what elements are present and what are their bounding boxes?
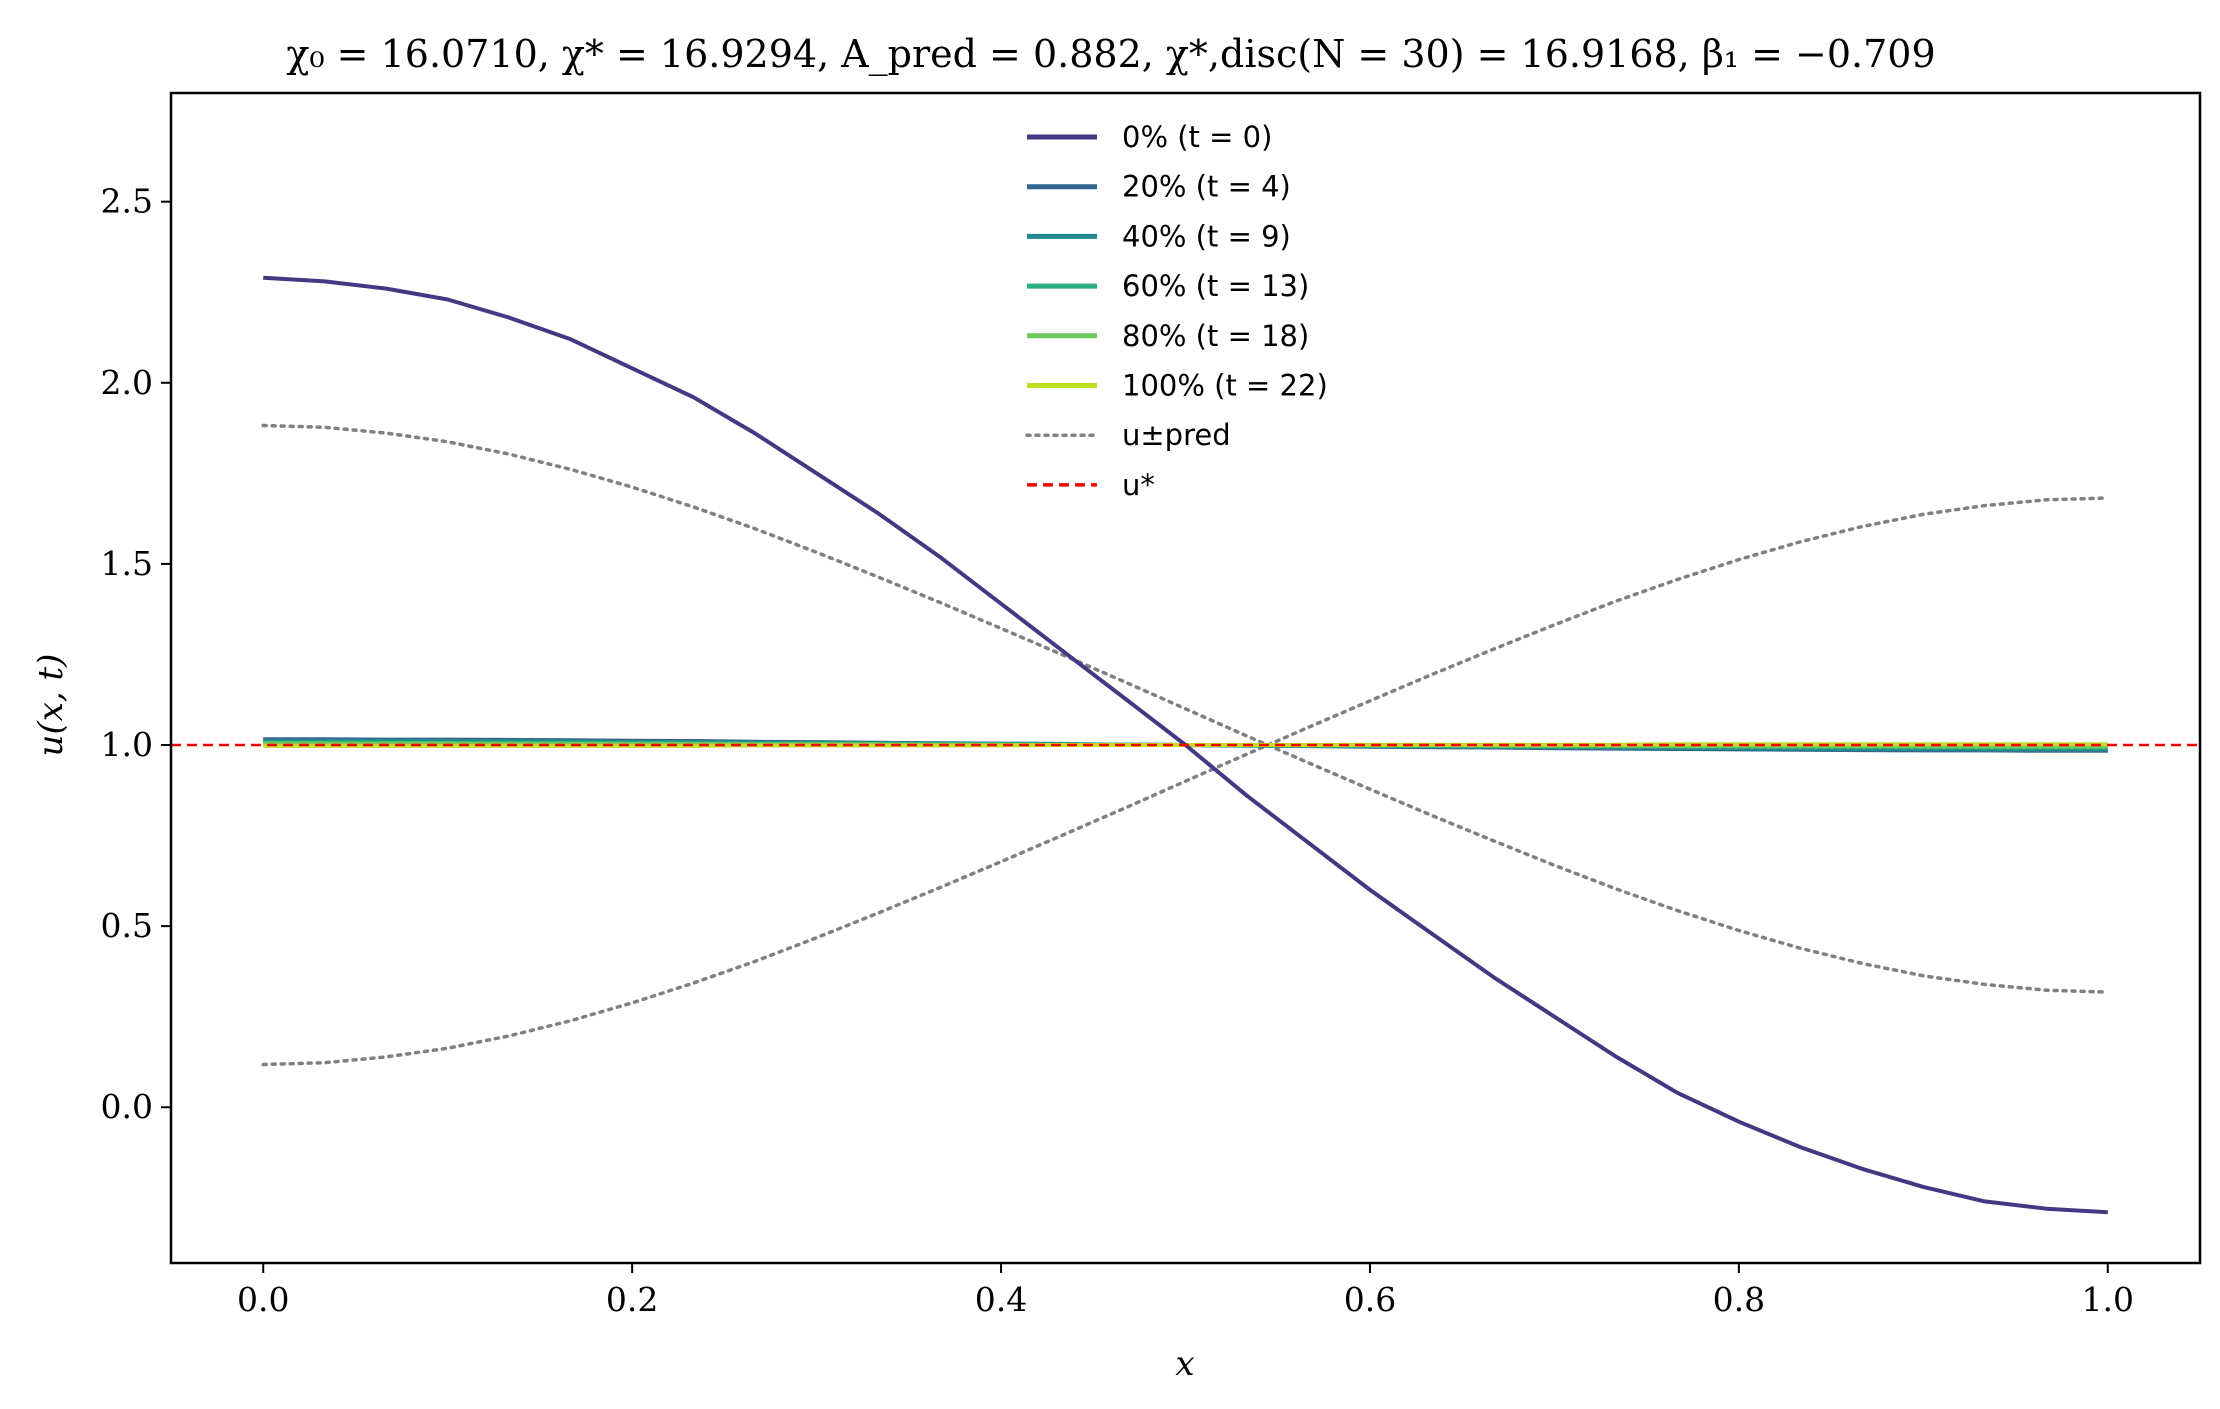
- y-tick-label: 2.5: [101, 182, 153, 221]
- y-tick-label: 1.0: [101, 725, 153, 764]
- legend-label: u±pred: [1122, 418, 1231, 452]
- y-axis-label: u(x, t): [31, 654, 71, 757]
- x-axis: 0.0 0.2 0.4 0.6 0.8 1.0: [237, 1263, 2134, 1319]
- plot-area: [171, 275, 2200, 1215]
- x-axis-label: x: [1175, 1344, 1194, 1384]
- legend-label: 60% (t = 13): [1122, 269, 1309, 303]
- x-tick-label: 0.4: [975, 1280, 1027, 1319]
- x-tick-label: 0.2: [606, 1280, 658, 1319]
- legend-label: 0% (t = 0): [1122, 120, 1272, 154]
- x-tick-label: 0.6: [1344, 1280, 1396, 1319]
- series-line-6: [261, 423, 2110, 994]
- legend-label: 80% (t = 18): [1122, 319, 1309, 353]
- legend-label: 20% (t = 4): [1122, 170, 1291, 204]
- series-line-7: [261, 496, 2110, 1067]
- y-tick-label: 0.5: [101, 906, 153, 945]
- legend-label: 100% (t = 22): [1122, 369, 1328, 403]
- x-tick-label: 0.8: [1713, 1280, 1765, 1319]
- y-tick-label: 1.5: [101, 544, 153, 583]
- y-tick-label: 2.0: [101, 363, 153, 402]
- legend-label: 40% (t = 9): [1122, 219, 1291, 253]
- y-tick-label: 0.0: [101, 1087, 153, 1126]
- legend: 0% (t = 0) 20% (t = 4) 40% (t = 9) 60% (t =…: [1025, 120, 1328, 502]
- x-tick-label: 1.0: [2082, 1280, 2134, 1319]
- x-tick-label: 0.0: [237, 1280, 289, 1319]
- plot-frame: [169, 91, 2202, 1265]
- y-axis: 0.0 0.5 1.0 1.5 2.0 2.5: [101, 182, 171, 1126]
- chart-title: χ₀ = 16.0710, χ* = 16.9294, A_pred = 0.8…: [286, 32, 1935, 77]
- legend-label: u*: [1122, 468, 1155, 502]
